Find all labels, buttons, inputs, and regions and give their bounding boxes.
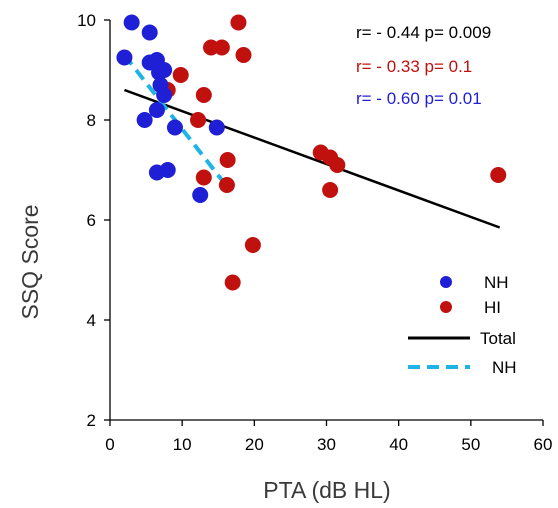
data-points bbox=[116, 14, 507, 291]
hi-point bbox=[230, 14, 247, 31]
nh-point bbox=[136, 112, 153, 128]
x-tick-label: 0 bbox=[105, 435, 114, 454]
nh-point bbox=[116, 49, 133, 66]
legend-label: Total bbox=[480, 329, 516, 348]
hi-point bbox=[322, 182, 339, 198]
legend: NH HI Total NH bbox=[408, 273, 517, 377]
hi-point bbox=[219, 152, 236, 168]
y-tick-label: 10 bbox=[77, 11, 96, 30]
y-tick-label: 4 bbox=[87, 311, 96, 330]
total-fit-line bbox=[124, 88, 501, 229]
hi-point bbox=[218, 177, 235, 193]
hi-point bbox=[224, 274, 241, 291]
hi-point bbox=[213, 39, 230, 56]
hi-point bbox=[195, 87, 212, 103]
hi-point bbox=[244, 237, 261, 253]
correlation-annotations: r= - 0.44 p= 0.009 r= - 0.33 p= 0.1 r= - 0… bbox=[356, 23, 491, 108]
x-tick-label: 60 bbox=[534, 435, 553, 454]
nh-point bbox=[166, 119, 183, 136]
x-tick-label: 40 bbox=[389, 435, 408, 454]
legend-label: NH bbox=[492, 358, 517, 377]
nh-point bbox=[192, 187, 209, 203]
hi-point bbox=[329, 157, 346, 173]
y-axis-label: SSQ Score bbox=[17, 204, 43, 319]
nh-fit-line bbox=[122, 53, 224, 182]
hi-point bbox=[235, 47, 252, 63]
x-tick-label: 50 bbox=[461, 435, 480, 454]
nh-point bbox=[141, 24, 158, 41]
correlation-stat: r= - 0.60 p= 0.01 bbox=[356, 89, 482, 108]
nh-point bbox=[208, 119, 225, 136]
axes: 0 10 20 30 40 50 60 2 4 6 8 10 bbox=[77, 11, 552, 454]
hi-point bbox=[172, 67, 189, 83]
hi-point bbox=[195, 169, 212, 186]
fit-lines bbox=[122, 53, 501, 229]
legend-marker-hi bbox=[440, 301, 452, 313]
hi-point bbox=[190, 112, 207, 128]
nh-point bbox=[148, 102, 165, 118]
nh-point bbox=[156, 62, 173, 78]
legend-marker-nh bbox=[440, 276, 452, 288]
y-tick-label: 2 bbox=[87, 411, 96, 430]
legend-label: NH bbox=[484, 273, 509, 292]
nh-point bbox=[123, 14, 140, 31]
nh-point bbox=[156, 87, 173, 103]
correlation-stat: r= - 0.33 p= 0.1 bbox=[356, 57, 472, 76]
y-tick-label: 6 bbox=[87, 211, 96, 230]
nh-point bbox=[159, 162, 176, 178]
hi-point bbox=[490, 167, 507, 183]
y-tick-label: 8 bbox=[87, 111, 96, 130]
correlation-stat: r= - 0.44 p= 0.009 bbox=[356, 23, 491, 42]
x-axis-label: PTA (dB HL) bbox=[263, 477, 390, 503]
legend-label: HI bbox=[484, 298, 501, 317]
x-tick-label: 10 bbox=[173, 435, 192, 454]
x-tick-label: 30 bbox=[317, 435, 336, 454]
x-tick-label: 20 bbox=[245, 435, 264, 454]
